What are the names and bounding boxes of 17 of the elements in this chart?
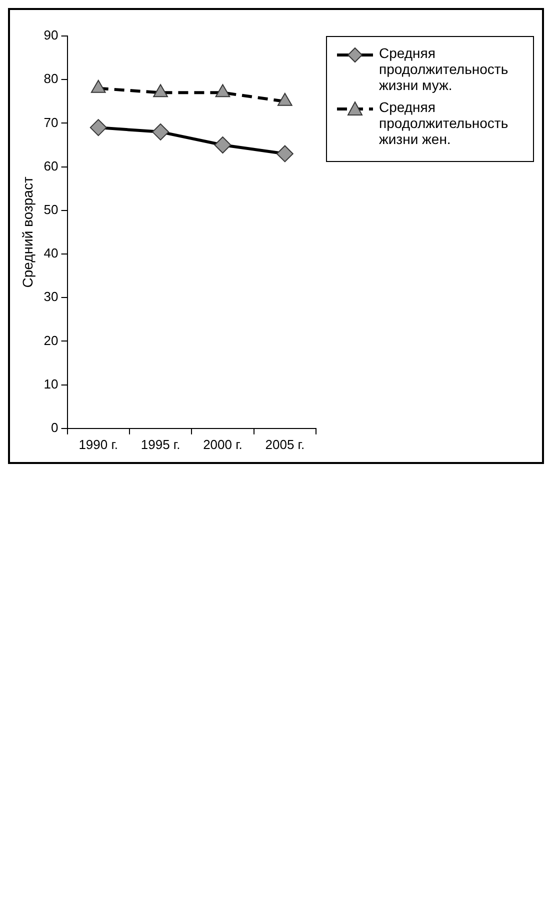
x-tick-label: 2000 г.: [203, 436, 242, 452]
y-axis-title: Средний возраст: [19, 176, 36, 288]
y-tick-label: 70: [44, 114, 58, 130]
legend-label: Средняя продолжительность жизни жен.: [379, 99, 510, 147]
y-tick-label: 90: [44, 28, 58, 43]
x-tick-label: 1990 г.: [78, 436, 118, 452]
y-tick-label: 0: [51, 420, 58, 435]
y-tick-label: 60: [44, 158, 58, 174]
x-tick-label: 2005 г.: [265, 436, 305, 452]
y-tick-label: 80: [44, 71, 58, 86]
y-tick-label: 10: [44, 376, 58, 392]
y-tick-label: 40: [44, 246, 58, 261]
legend-label: Средняя продолжительность жизни муж.: [379, 45, 510, 93]
y-tick-label: 50: [44, 202, 58, 217]
x-tick-label: 1995 г.: [140, 436, 180, 452]
y-tick-label: 20: [44, 332, 58, 348]
y-tick-label: 30: [44, 289, 58, 304]
